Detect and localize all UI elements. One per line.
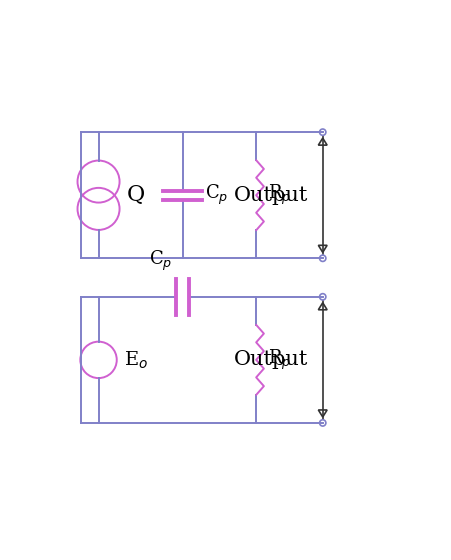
Text: C$_p$: C$_p$	[205, 183, 228, 207]
Text: C$_p$: C$_p$	[149, 249, 172, 273]
Text: Q: Q	[126, 184, 144, 206]
Text: R$_p$: R$_p$	[268, 348, 291, 372]
Text: E$_o$: E$_o$	[124, 349, 147, 371]
Text: R$_p$: R$_p$	[268, 183, 291, 207]
Text: Output: Output	[234, 351, 308, 370]
Text: Output: Output	[234, 186, 308, 205]
